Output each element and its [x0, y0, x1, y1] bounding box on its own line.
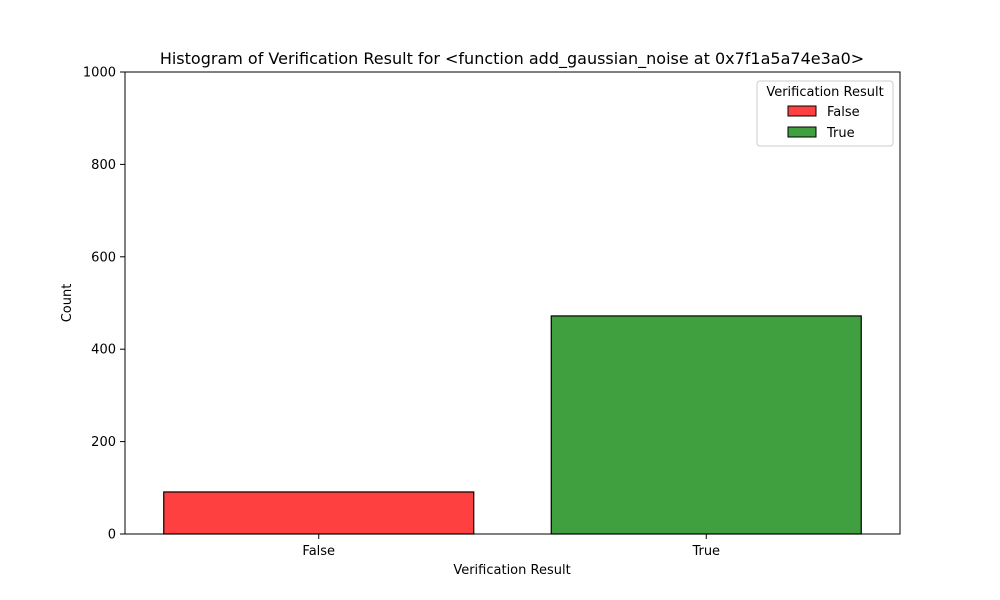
- x-axis-label: Verification Result: [453, 563, 570, 578]
- y-axis: 0 200 400 600 800 1000: [83, 66, 125, 543]
- x-tick-label: False: [302, 544, 335, 559]
- legend-swatch-true: [787, 126, 817, 138]
- bar-true: [550, 315, 862, 535]
- legend-label-true: True: [826, 126, 855, 141]
- legend-label-false: False: [827, 105, 860, 120]
- y-tick-label: 400: [91, 343, 116, 358]
- x-tick-label: True: [691, 544, 720, 559]
- y-tick-label: 200: [91, 435, 116, 450]
- chart-title: Histogram of Verification Result for <fu…: [160, 49, 864, 69]
- bars-layer: [163, 315, 862, 535]
- x-axis: False True: [302, 534, 720, 559]
- legend-title: Verification Result: [766, 85, 883, 100]
- y-tick-label: 1000: [83, 66, 116, 81]
- legend-swatch-false: [787, 105, 817, 117]
- y-tick-label: 600: [91, 250, 116, 265]
- y-axis-label: Count: [60, 284, 75, 323]
- legend: Verification Result False True: [756, 80, 894, 147]
- bar-false: [163, 491, 475, 535]
- y-tick-label: 0: [108, 528, 116, 543]
- plot-frame: [124, 71, 901, 535]
- y-tick-label: 800: [91, 158, 116, 173]
